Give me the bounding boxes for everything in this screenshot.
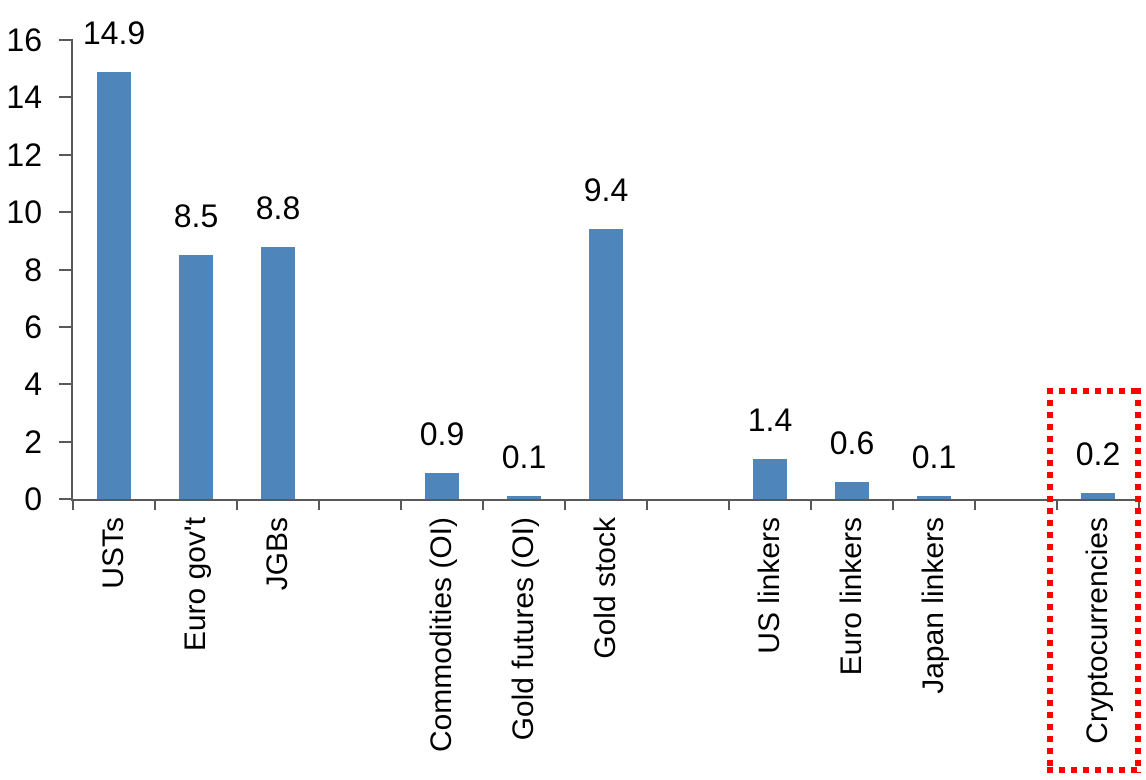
x-axis-tick	[318, 499, 320, 510]
y-axis-tick	[59, 39, 73, 41]
y-axis-tick	[59, 440, 73, 443]
x-axis-tick	[810, 499, 812, 510]
y-axis-tick	[59, 153, 73, 156]
category-label: Gold futures (OI)	[507, 517, 540, 741]
x-axis-line	[71, 499, 1141, 501]
bar-value-label: 0.1	[501, 439, 547, 476]
bar	[589, 229, 623, 499]
bar	[97, 71, 131, 499]
category-label: JGBs	[261, 517, 294, 591]
y-axis-tick	[59, 268, 73, 271]
category-label: Euro gov't	[179, 517, 212, 652]
category-label: Commodities (OI)	[425, 517, 458, 753]
bar-value-label: 8.5	[173, 198, 219, 235]
bar-value-label: 0.6	[829, 424, 875, 461]
y-tick-label: 4	[24, 366, 42, 403]
bar	[917, 496, 951, 499]
bar-value-label: 14.9	[82, 14, 146, 51]
bar	[753, 458, 787, 499]
y-axis-tick	[59, 211, 73, 214]
x-axis-tick	[646, 499, 648, 510]
y-tick-label: 14	[6, 79, 42, 116]
highlight-edge-left	[1047, 388, 1053, 773]
x-axis-tick	[892, 499, 894, 510]
y-tick-label: 16	[6, 22, 42, 58]
bar-value-label: 8.8	[255, 189, 301, 226]
x-axis-tick	[728, 499, 730, 510]
bar-value-label: 0.2	[1075, 436, 1121, 473]
bar-value-label: 0.1	[911, 439, 957, 476]
x-axis-tick	[236, 499, 238, 510]
x-axis-tick	[154, 499, 156, 510]
bar	[179, 255, 213, 499]
x-axis-tick	[564, 499, 566, 510]
bar-value-label: 1.4	[747, 401, 793, 438]
bar	[835, 481, 869, 499]
category-label: US linkers	[753, 517, 786, 654]
x-axis-tick	[72, 499, 74, 510]
x-axis-tick	[1056, 499, 1058, 510]
x-axis-tick	[400, 499, 402, 510]
bar	[507, 496, 541, 499]
category-label: Euro linkers	[835, 517, 868, 676]
y-tick-label: 6	[24, 308, 42, 345]
x-axis-tick	[482, 499, 484, 510]
y-axis-tick	[59, 325, 73, 328]
category-label: USTs	[97, 517, 130, 589]
bar-value-label: 0.9	[419, 416, 465, 453]
x-axis-tick	[974, 499, 976, 510]
y-tick-label: 8	[24, 251, 42, 288]
y-tick-label: 0	[24, 481, 42, 517]
y-tick-label: 2	[24, 423, 42, 460]
bar	[261, 246, 295, 499]
highlight-edge-right	[1135, 388, 1141, 773]
y-tick-label: 12	[6, 136, 42, 173]
bar	[1081, 493, 1115, 499]
y-axis-tick	[59, 498, 73, 500]
highlight-edge-bottom	[1047, 767, 1141, 773]
y-tick-label: 10	[6, 194, 42, 231]
highlight-edge-top	[1047, 388, 1141, 394]
category-label: Gold stock	[589, 517, 622, 659]
bar-value-label: 9.4	[583, 172, 629, 209]
y-axis-tick	[59, 96, 73, 99]
category-label: Cryptocurrencies	[1081, 517, 1114, 744]
y-axis-line	[71, 40, 73, 501]
y-axis-tick	[59, 383, 73, 386]
bar	[425, 473, 459, 499]
category-label: Japan linkers	[917, 517, 950, 694]
